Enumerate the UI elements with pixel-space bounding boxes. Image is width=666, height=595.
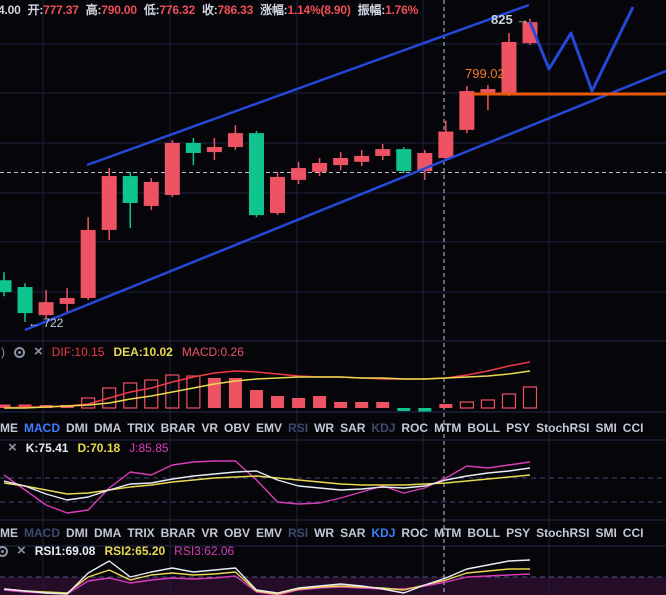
tab-rsi[interactable]: RSI [288,526,309,540]
indicator-tabs-row-1: ME MACD DMI DMA TRIX BRAR VR OBV EMV RSI WR SAR KDJ R… [0,421,666,435]
high-label: 高: [85,3,102,17]
dif-value: DIF:10.15 [51,345,105,359]
tab-macd[interactable]: MACD [24,526,60,540]
tab-psy[interactable]: PSY [506,526,531,540]
gear-icon[interactable] [14,346,25,358]
low-label: 低: [143,3,160,17]
close-icon[interactable]: × [8,439,17,456]
tab-vr[interactable]: VR [201,421,219,435]
tab-trix[interactable]: TRIX [127,526,155,540]
tab-dma[interactable]: DMA [94,421,122,435]
macd-value: MACD:0.26 [181,345,244,359]
k-value: K:75.41 [25,441,69,455]
tab-dmi[interactable]: DMI [66,421,88,435]
indicator-tabs-row-2: ME MACD DMI DMA TRIX BRAR VR OBV EMV RSI WR SAR KDJ R… [0,526,666,540]
high-value: 790.00 [101,3,137,17]
tab-mtm[interactable]: MTM [434,421,462,435]
tab-roc[interactable]: ROC [401,526,429,540]
tab-emv[interactable]: EMV [256,526,283,540]
tab-me[interactable]: ME [0,526,18,540]
open-value: 777.37 [43,3,79,17]
tab-cci[interactable]: CCI [622,421,644,435]
tab-sar[interactable]: SAR [340,421,366,435]
amplitude-label: 振幅: [357,3,386,17]
tab-brar[interactable]: BRAR [160,526,196,540]
tab-obv[interactable]: OBV [224,526,251,540]
change-label: 涨幅: [260,3,288,17]
tab-emv[interactable]: EMV [256,421,283,435]
j-value: J:85.85 [129,441,169,455]
rsi2-value: RSI2:65.20 [104,544,166,558]
tab-dma[interactable]: DMA [94,526,122,540]
macd-value-row: ) × DIF:10.15 DEA:10.02 MACD:0.26 [1,344,253,360]
tab-mtm[interactable]: MTM [434,526,462,540]
ohlc-header: 4.00 开:777.37 高:790.00 低:776.32 收:786.33 涨幅:1… [0,1,418,18]
low-price-annotation: ← 722 [28,316,64,330]
tab-smi[interactable]: SMI [595,526,617,540]
close-icon[interactable]: × [34,343,43,360]
tab-kdj[interactable]: KDJ [371,526,396,540]
tab-obv[interactable]: OBV [224,421,251,435]
tab-wr[interactable]: WR [314,526,335,540]
macd-params-partial: ) [1,345,5,359]
close-icon[interactable]: × [17,542,26,559]
close-label: 收: [201,3,218,17]
tab-stochrsi[interactable]: StochRSI [536,421,590,435]
tab-trix[interactable]: TRIX [127,421,155,435]
tab-stochrsi[interactable]: StochRSI [536,526,590,540]
tab-macd[interactable]: MACD [24,421,60,435]
tab-smi[interactable]: SMI [595,421,617,435]
rsi1-value: RSI1:69.08 [34,544,96,558]
tab-boll[interactable]: BOLL [467,421,501,435]
tab-sar[interactable]: SAR [340,526,366,540]
amplitude-value: 1.76% [385,3,419,17]
change-value: 1.14%(8.90) [287,3,351,17]
orange-line-price-label: 799.02 [465,66,505,81]
tab-roc[interactable]: ROC [401,421,429,435]
tab-brar[interactable]: BRAR [160,421,196,435]
tab-vr[interactable]: VR [201,526,219,540]
rsi3-value: RSI3:62.06 [174,544,235,558]
gear-icon[interactable] [0,545,8,557]
tab-me[interactable]: ME [0,421,18,435]
low-value: 776.32 [159,3,195,17]
tab-kdj[interactable]: KDJ [371,421,396,435]
tab-boll[interactable]: BOLL [467,526,501,540]
kdj-value-row: × K:75.41 D:70.18 J:85.85 [8,440,178,456]
close-value: 786.33 [217,3,254,17]
tab-rsi[interactable]: RSI [288,421,309,435]
tab-wr[interactable]: WR [314,421,335,435]
tab-psy[interactable]: PSY [506,421,531,435]
rsi-value-row: × RSI1:69.08 RSI2:65.20 RSI3:62.06 [0,543,243,559]
ohlc-prefix: 4.00 [0,3,21,17]
d-value: D:70.18 [77,441,121,455]
open-label: 开: [27,3,44,17]
dea-value: DEA:10.02 [113,345,173,359]
tab-cci[interactable]: CCI [622,526,644,540]
high-price-annotation: 825 → [491,12,530,27]
tab-dmi[interactable]: DMI [66,526,88,540]
